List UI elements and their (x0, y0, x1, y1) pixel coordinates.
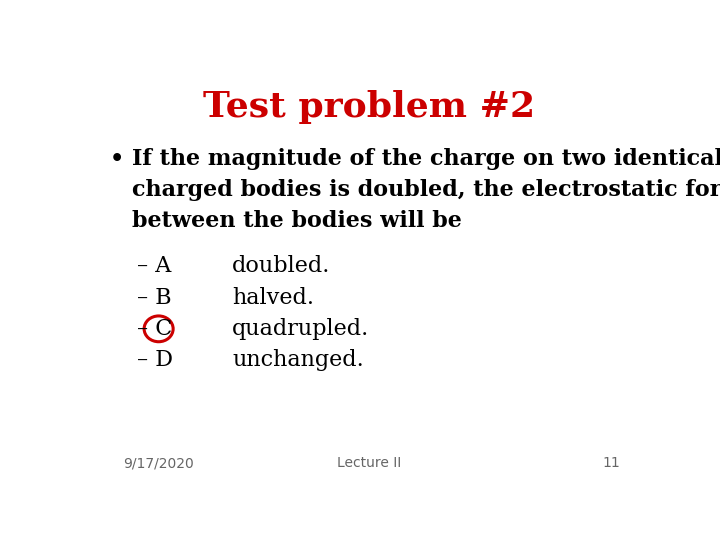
Text: If the magnitude of the charge on two identical: If the magnitude of the charge on two id… (132, 148, 720, 170)
Text: between the bodies will be: between the bodies will be (132, 210, 462, 232)
Text: •: • (109, 148, 124, 170)
Text: – B: – B (138, 287, 172, 309)
Text: Test problem #2: Test problem #2 (203, 90, 535, 124)
Text: – C: – C (138, 318, 173, 340)
Text: doubled.: doubled. (233, 255, 330, 278)
Text: charged bodies is doubled, the electrostatic force: charged bodies is doubled, the electrost… (132, 179, 720, 201)
Text: 11: 11 (603, 456, 620, 470)
Text: – D: – D (138, 349, 174, 371)
Text: 9/17/2020: 9/17/2020 (124, 456, 194, 470)
Text: Lecture II: Lecture II (337, 456, 401, 470)
Text: unchanged.: unchanged. (233, 349, 364, 371)
Text: – A: – A (138, 255, 171, 278)
Text: halved.: halved. (233, 287, 315, 309)
Text: quadrupled.: quadrupled. (233, 318, 369, 340)
